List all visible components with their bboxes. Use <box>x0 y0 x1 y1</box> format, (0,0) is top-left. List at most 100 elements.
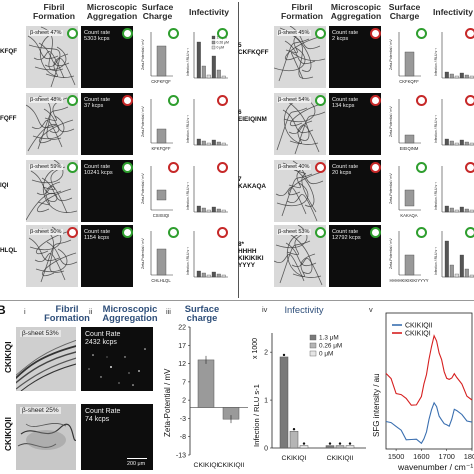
fibril-strand <box>285 36 320 61</box>
infection-bar <box>459 139 464 146</box>
infection-axis-label: Infection / RLU s⁻¹ <box>186 181 190 210</box>
peptide-label: KFQF <box>0 48 18 55</box>
roman-iv: iv <box>262 305 268 314</box>
infection-bar <box>211 139 216 146</box>
header-infectivity-right: Infectivity <box>432 7 474 17</box>
infection-bar <box>201 207 206 213</box>
aggregation-result-icon <box>370 28 381 39</box>
fibril-result-icon <box>67 95 78 106</box>
infection-bar <box>201 140 206 146</box>
zeta-mini-chart: Zeta-Potential / mV CHLHLQL <box>137 225 181 287</box>
infection-bar <box>469 142 474 146</box>
zeta-x-tick: KFKFQFF <box>151 146 171 151</box>
infection-bar <box>221 75 226 79</box>
fibril-strand <box>285 242 317 267</box>
fibril-strand <box>28 44 61 88</box>
fibril-strand <box>282 109 314 134</box>
header-aggregation-right: Microscopic Aggregation <box>330 2 382 21</box>
peptide-name: HHHH KIKIKIKI YYYY <box>238 248 264 269</box>
panel-a-divider <box>238 2 239 298</box>
infection-bar <box>201 65 206 79</box>
panel-b-letter: B <box>0 303 6 317</box>
count-rate-label: Count rate <box>84 97 111 103</box>
infection-bar <box>459 254 464 278</box>
count-rate-label: Count rate <box>332 164 359 170</box>
infection-bar <box>449 264 454 278</box>
header-charge-left: Surface Charge <box>141 2 174 21</box>
infection-mini-chart: Infection / RLU s⁻¹ <box>432 26 474 88</box>
sfg-legend-label: CKIKIQII <box>405 323 433 330</box>
beta-sheet-label: β-sheet 48% <box>29 97 63 103</box>
fibril-strand <box>294 111 326 155</box>
infection-data-point <box>292 428 296 431</box>
infection-legend-swatch <box>309 350 317 357</box>
infection-axis-label: Infection / RLU s⁻¹ <box>186 114 190 143</box>
charge-result-icon <box>416 162 427 173</box>
infection-bar <box>449 140 454 146</box>
beta-sheet-label: β-sheet 53% <box>277 229 311 235</box>
sfg-legend-label: CKIKIQI <box>405 331 431 338</box>
fibril-strand <box>27 124 60 152</box>
fibril-strand <box>26 193 58 221</box>
peptide-number: 5 <box>238 42 242 49</box>
count-rate-value: 20 kcps <box>332 170 352 176</box>
zeta-axis-label: Zeta-Potential / mV <box>141 238 145 269</box>
b-tem-image-2: β-sheet 25% <box>16 404 76 470</box>
infection-tick-label: 0 <box>264 446 268 453</box>
fibril-strand <box>276 107 308 151</box>
count-rate-label: Count rate <box>332 30 359 36</box>
zeta-tick-label: 22 <box>178 325 186 332</box>
aggregation-result-icon <box>122 95 133 106</box>
infection-data-point <box>348 442 352 445</box>
beta-sheet-label: β-sheet 45% <box>277 30 311 36</box>
sfg-tick-label: 1500 <box>388 452 404 461</box>
zeta-tick-label: -3 <box>180 416 186 423</box>
roman-v: v <box>369 305 373 314</box>
b-agg-image-1: Count Rate 2432 kcps <box>81 327 153 391</box>
infection-bar <box>221 274 226 278</box>
sfg-tick-label: 1700 <box>438 452 454 461</box>
infection-bar <box>196 41 201 79</box>
infection-mini-chart: Infection / RLU s⁻¹ <box>432 93 474 155</box>
infection-tick-label: 2 <box>264 350 268 357</box>
zeta-bar <box>404 189 415 207</box>
fibril-strand <box>275 187 307 215</box>
fibril-strand <box>34 253 66 281</box>
zeta-mini-chart: Zeta-Potential / mV CKFKFQF <box>137 26 181 88</box>
zeta-mini-chart: Zeta-Potential / mV HHHHKIKIKIKIYYYY <box>385 225 429 287</box>
zeta-axis-label: Zeta-Potential / mV <box>141 39 145 70</box>
zeta-axis-label: Zeta-Potential / mV <box>389 173 393 204</box>
infection-mini-chart: Infection / RLU s⁻¹ <box>184 93 230 155</box>
zeta-category-label: CKIKIQI <box>194 462 219 469</box>
zeta-mini-chart: Zeta-Potential / mV KAKAQA <box>385 160 429 222</box>
infection-bar <box>454 273 459 278</box>
zeta-bar <box>404 134 415 144</box>
fibril-strand <box>26 104 57 129</box>
fibril-strand <box>278 38 310 82</box>
charge-result-icon <box>416 95 427 106</box>
b-scale-bar <box>127 458 147 460</box>
aggregation-result-icon <box>122 162 133 173</box>
charge-result-icon <box>416 28 427 39</box>
fibril-strand <box>288 125 320 153</box>
infection-bar <box>464 141 469 146</box>
b-rate-value-1: 2432 kcps <box>85 339 117 346</box>
charge-result-icon <box>168 28 179 39</box>
peptide-number: 7 <box>238 176 242 183</box>
fibril-result-icon <box>67 227 78 238</box>
sfg-tick-label: 1800 <box>464 452 474 461</box>
fibril-strand <box>286 194 318 222</box>
infection-bar <box>325 445 335 449</box>
fibril-strand <box>33 51 65 79</box>
fibril-strand <box>274 47 306 72</box>
fibril-strand <box>46 241 78 266</box>
aggregation-result-icon <box>370 162 381 173</box>
section-charge-title: Surface charge <box>184 303 220 323</box>
b-row-label-2: CKIKIQII <box>3 417 13 451</box>
zeta-tick-label: -13 <box>176 453 186 460</box>
infection-bar <box>464 74 469 79</box>
zeta-x-tick: CKFKQFF <box>399 79 419 84</box>
aggregation-result-icon <box>370 227 381 238</box>
sfg-frame <box>385 312 473 450</box>
